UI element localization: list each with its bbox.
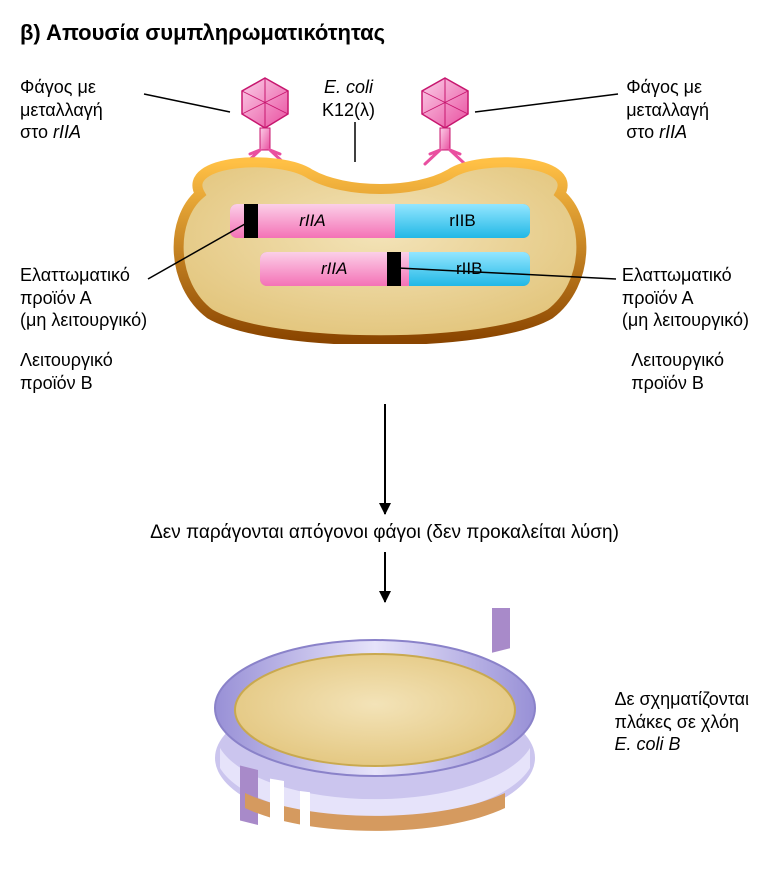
- gene2-rIIA: rIIA: [260, 252, 409, 286]
- diagram-title: β) Απουσία συμπληρωματικότητας: [20, 20, 749, 46]
- gene1-rIIA: rIIA: [230, 204, 395, 238]
- label-phage-left: Φάγος με μεταλλαγή στο rIIA: [20, 76, 103, 144]
- gene-row-1: rIIA rIIB: [230, 204, 530, 238]
- gene-row-2: rIIA rIIB: [260, 252, 530, 286]
- label-phage-right: Φάγος με μεταλλαγή στο rIIA: [626, 76, 709, 144]
- label-defA-right: Ελαττωματικό προϊόν Α (μη λειτουργικό): [622, 264, 749, 332]
- diagram-stage: Φάγος με μεταλλαγή στο rIIA Φάγος με μετ…: [20, 64, 749, 858]
- mutation-1: [244, 204, 258, 238]
- label-funcB-left: Λειτουργικό προϊόν Β: [20, 349, 113, 394]
- mutation-2: [387, 252, 401, 286]
- petri-dish: [210, 608, 540, 838]
- label-ecoli: E. coli K12(λ): [322, 76, 375, 121]
- label-funcB-right: Λειτουργικό προϊόν Β: [631, 349, 724, 394]
- top-section: Φάγος με μεταλλαγή στο rIIA Φάγος με μετ…: [20, 64, 749, 404]
- bottom-section: Δε σχηματίζονται πλάκες σε χλόη E. coli …: [20, 608, 749, 858]
- gene2-rIIB: rIIB: [409, 252, 531, 286]
- ecoli-cell: [170, 149, 590, 344]
- label-defA-left: Ελαττωματικό προϊόν Α (μη λειτουργικό): [20, 264, 147, 332]
- label-plate: Δε σχηματίζονται πλάκες σε χλόη E. coli …: [614, 688, 749, 756]
- arrow-2: [384, 552, 386, 602]
- gene1-rIIB: rIIB: [395, 204, 530, 238]
- mid-text: Δεν παράγονται απόγονοι φάγοι (δεν προκα…: [20, 522, 749, 544]
- arrow-1: [384, 404, 386, 514]
